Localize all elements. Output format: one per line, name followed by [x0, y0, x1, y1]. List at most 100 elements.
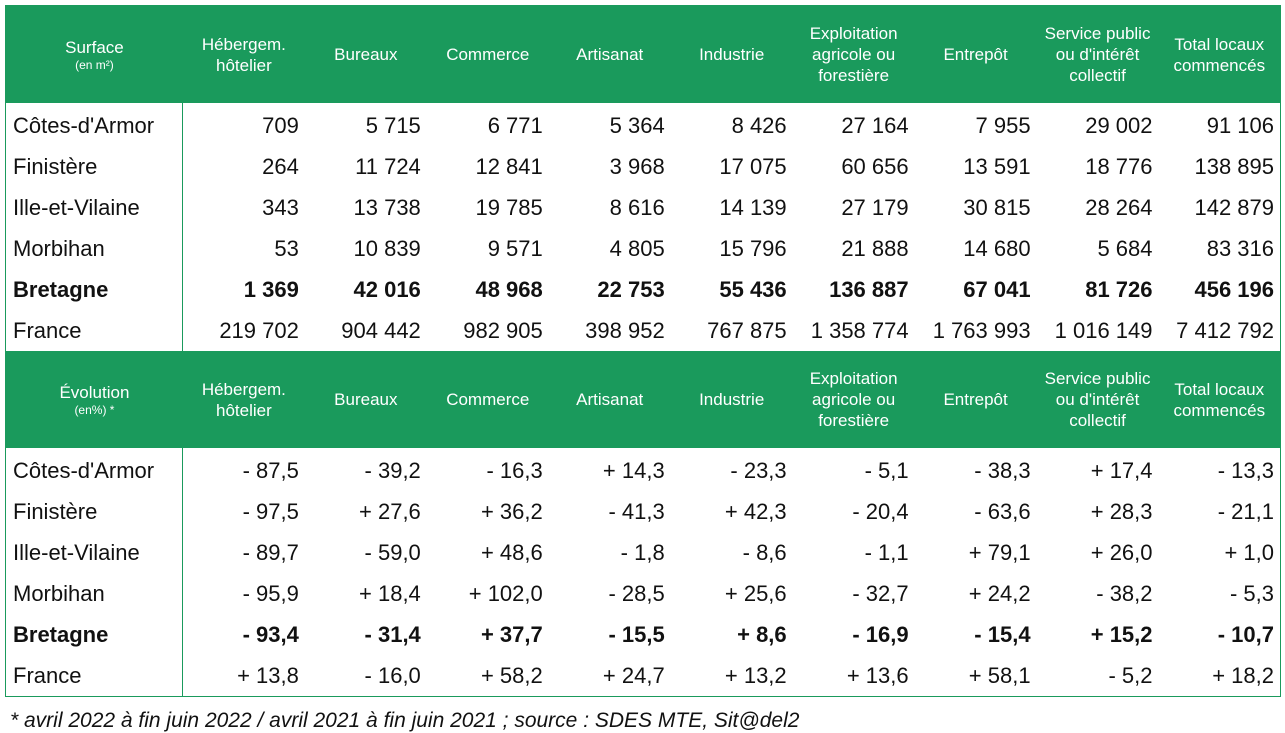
table-cell: + 13,6 [846, 662, 909, 688]
report-container: Surface (en m²) Hébergem. hôtelier Bureaux C… [5, 5, 1281, 732]
table-cell: 10 839 [353, 235, 421, 261]
table-cell: - 5,2 [1108, 662, 1153, 688]
surface-header-row: Surface (en m²) Hébergem. hôtelier Bureaux C… [5, 5, 1281, 103]
table-cell: - 16,0 [364, 662, 421, 688]
table-cell: - 15,4 [974, 621, 1031, 647]
column-header: Industrie [670, 5, 793, 103]
table-cell: - 5,1 [864, 457, 909, 483]
table-cell: + 15,2 [1090, 621, 1153, 647]
column-header: Entrepôt [914, 5, 1037, 103]
table-cell: + 27,6 [359, 498, 421, 524]
surface-unit: (en m²) [75, 58, 114, 72]
column-header: Service public ou d'intérêt collectif [1036, 5, 1159, 103]
table-cell: - 38,3 [974, 457, 1031, 483]
column-header: Entrepôt [914, 351, 1037, 448]
table-cell: + 42,3 [724, 498, 787, 524]
table-cell: - 5,3 [1229, 580, 1274, 606]
table-row: Côtes-d'Armor 709 5 715 6 771 5 364 8 426 27 1… [5, 103, 1281, 146]
table-row: Ille-et-Vilaine - 89,7 - 59,0 + 48,6 - 1,8 - … [5, 532, 1281, 573]
table-cell: 9 571 [487, 235, 543, 261]
surface-header-title-cell: Surface (en m²) [5, 5, 183, 103]
table-cell: 264 [262, 153, 299, 179]
table-cell: 55 436 [719, 276, 787, 302]
table-cell: 767 875 [707, 317, 787, 343]
table-cell: + 58,2 [480, 662, 543, 688]
table-cell: 138 895 [1194, 153, 1274, 179]
table-body: Surface (en m²) Hébergem. hôtelier Bureaux C… [5, 5, 1281, 697]
table-cell: 13 591 [963, 153, 1031, 179]
table-cell: 982 905 [463, 317, 543, 343]
table-cell: + 8,6 [737, 621, 787, 647]
table-cell: + 102,0 [468, 580, 543, 606]
table-cell: - 16,9 [852, 621, 909, 647]
table-cell: 14 680 [963, 235, 1031, 261]
table-cell: + 26,0 [1090, 539, 1153, 565]
table-cell: + 18,2 [1212, 662, 1274, 688]
table-cell: 136 887 [829, 276, 909, 302]
table-cell: + 24,2 [968, 580, 1031, 606]
table-cell: 91 106 [1206, 112, 1274, 138]
table-cell: 456 196 [1194, 276, 1274, 302]
table-cell: 5 364 [609, 112, 665, 138]
table-cell: 5 715 [365, 112, 421, 138]
table-cell: 8 426 [731, 112, 787, 138]
table-cell: 4 805 [609, 235, 665, 261]
table-cell: 60 656 [841, 153, 909, 179]
table-cell: 29 002 [1085, 112, 1153, 138]
table-cell: - 95,9 [242, 580, 299, 606]
column-header: Exploitation agricole ou forestière [792, 351, 915, 448]
table-cell: + 28,3 [1090, 498, 1153, 524]
table-cell: - 1,1 [864, 539, 909, 565]
table-cell: 398 952 [585, 317, 665, 343]
row-label: Finistère [5, 491, 184, 532]
table-cell: 28 264 [1085, 194, 1153, 220]
table-cell: 48 968 [475, 276, 543, 302]
table-cell: 42 016 [353, 276, 421, 302]
table-row: Bretagne 1 369 42 016 48 968 22 753 55 436 136… [5, 269, 1281, 310]
evolution-header-title-cell: Évolution (en%) * [5, 351, 183, 448]
table-cell: - 63,6 [974, 498, 1031, 524]
column-header: Artisanat [548, 351, 671, 448]
surface-title: Surface [65, 38, 124, 57]
table-cell: 17 075 [719, 153, 787, 179]
table-cell: 15 796 [719, 235, 787, 261]
table-cell: + 13,8 [237, 662, 299, 688]
table-cell: 709 [262, 112, 299, 138]
table-cell: + 17,4 [1090, 457, 1153, 483]
table-row: France 219 702 904 442 982 905 398 952 767 87… [5, 310, 1281, 351]
table-cell: + 48,6 [480, 539, 543, 565]
table-cell: 22 753 [597, 276, 665, 302]
table-cell: - 13,3 [1217, 457, 1274, 483]
table-cell: + 1,0 [1224, 539, 1274, 565]
table-cell: - 32,7 [852, 580, 909, 606]
table-cell: 904 442 [341, 317, 421, 343]
table-cell: - 41,3 [608, 498, 665, 524]
table-cell: - 87,5 [242, 457, 299, 483]
table-cell: 1 369 [243, 276, 299, 302]
table-cell: - 59,0 [364, 539, 421, 565]
table-row: Bretagne - 93,4 - 31,4 + 37,7 - 15,5 + 8,6 - 1… [5, 614, 1281, 655]
table-cell: 6 771 [487, 112, 543, 138]
row-label: Morbihan [5, 228, 184, 269]
row-label: Bretagne [5, 614, 184, 655]
column-header: Artisanat [548, 5, 671, 103]
column-header: Exploitation agricole ou forestière [792, 5, 915, 103]
table-cell: 67 041 [963, 276, 1031, 302]
evolution-header-row: Évolution (en%) * Hébergem. hôtelier Bureau… [5, 351, 1281, 448]
table-cell: 142 879 [1194, 194, 1274, 220]
table-cell: 7 412 792 [1176, 317, 1274, 343]
table-cell: + 25,6 [724, 580, 787, 606]
row-label: Côtes-d'Armor [5, 103, 184, 146]
table-cell: 27 179 [841, 194, 909, 220]
column-header: Total locaux commencés [1158, 5, 1281, 103]
table-cell: - 15,5 [608, 621, 665, 647]
table-cell: - 39,2 [364, 457, 421, 483]
row-label: Bretagne [5, 269, 184, 310]
table-cell: 1 016 149 [1054, 317, 1153, 343]
evolution-title: Évolution [59, 383, 130, 402]
table-cell: - 93,4 [242, 621, 299, 647]
table-cell: 219 702 [219, 317, 299, 343]
row-label: France [5, 310, 184, 351]
table-cell: - 23,3 [730, 457, 787, 483]
table-cell: 18 776 [1085, 153, 1153, 179]
